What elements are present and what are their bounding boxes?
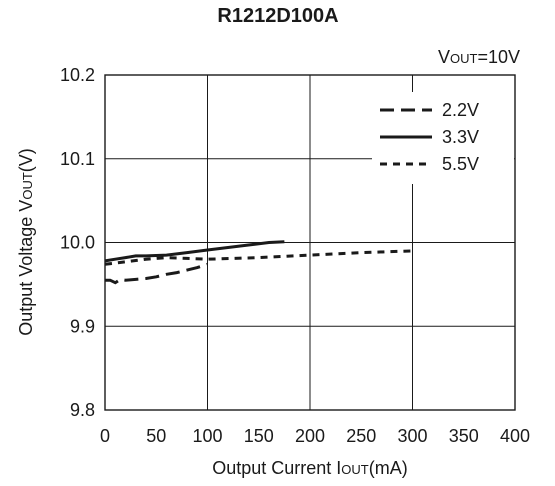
x-tick-label: 200	[295, 426, 325, 446]
x-tick-label: 350	[449, 426, 479, 446]
chart-title: R1212D100A	[217, 5, 338, 27]
series-line-3.3V	[104, 240, 285, 263]
y-tick-labels: 9.8 9.9 10.0 10.1 10.2	[60, 65, 95, 420]
y-tick-label: 9.8	[70, 400, 95, 420]
plot-frame	[104, 74, 516, 411]
y-tick-label: 9.9	[70, 316, 95, 336]
x-tick-label: 300	[397, 426, 427, 446]
x-tick-label: 250	[346, 426, 376, 446]
x-tick-label: 100	[192, 426, 222, 446]
series-line-5.5V	[104, 249, 413, 266]
legend-label-5.5V: 5.5V	[442, 154, 479, 174]
legend-label-3.3V: 3.3V	[442, 127, 479, 147]
y-axis-label: Output Voltage VOUT(V)	[16, 148, 36, 336]
condition-label: VOUT=10V	[438, 47, 520, 67]
legend-label-2.2V: 2.2V	[442, 100, 479, 120]
x-axis-label: Output Current IOUT(mA)	[212, 458, 408, 478]
x-tick-label: 0	[100, 426, 110, 446]
series-layer	[104, 240, 413, 285]
legend: 2.2V 3.3V 5.5V	[380, 100, 479, 174]
x-tick-label: 400	[500, 426, 530, 446]
x-tick-labels: 0 50 100 150 200 250 300 350 400	[100, 426, 530, 446]
y-tick-label: 10.0	[60, 233, 95, 253]
y-tick-label: 10.1	[60, 149, 95, 169]
x-tick-label: 50	[146, 426, 166, 446]
series-line-2.2V	[105, 262, 208, 285]
x-tick-label: 150	[244, 426, 274, 446]
y-tick-label: 10.2	[60, 65, 95, 85]
